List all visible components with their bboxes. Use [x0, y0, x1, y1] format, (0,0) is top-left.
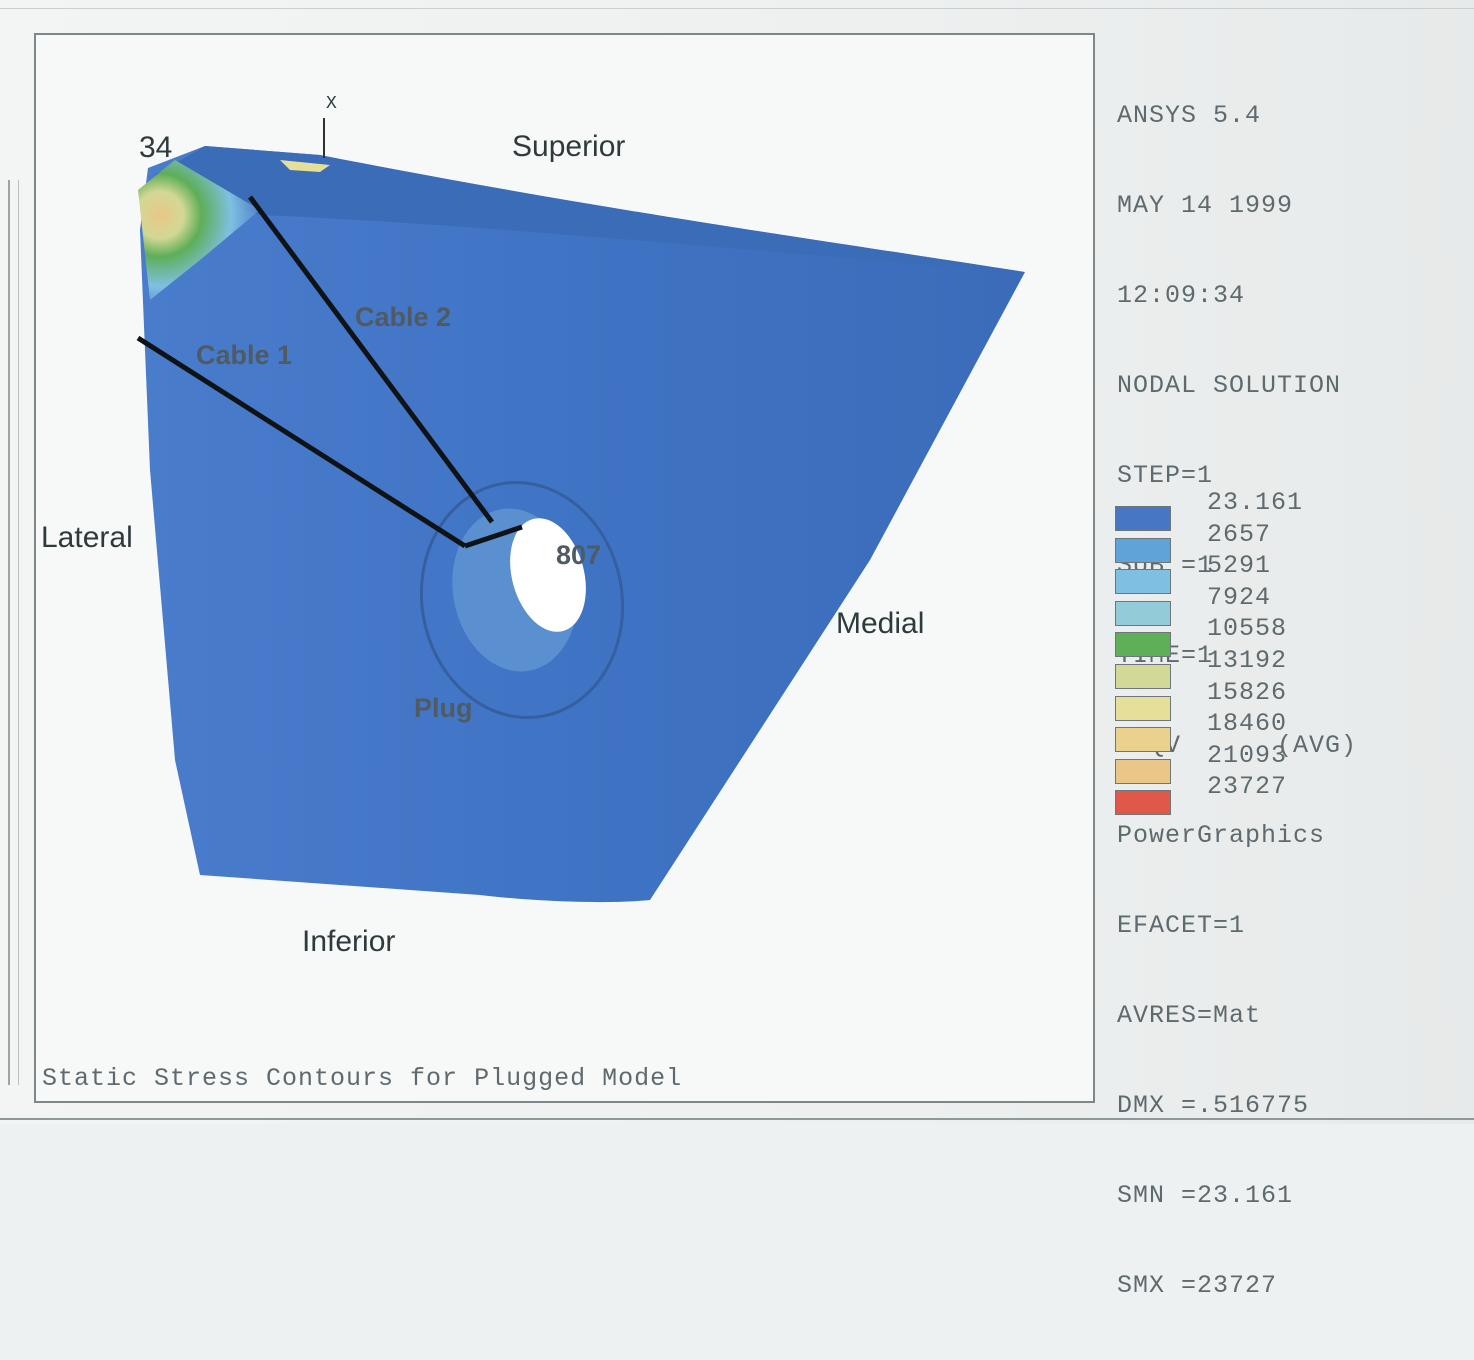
legend-value: 5291 — [1207, 551, 1272, 581]
top-rule — [0, 8, 1474, 9]
legend-value: 15826 — [1207, 677, 1288, 707]
label-superior: Superior — [512, 130, 626, 163]
legend-value: 23727 — [1207, 772, 1288, 802]
info-line: NODAL SOLUTION — [1117, 371, 1342, 400]
model-top-face — [155, 146, 1025, 272]
legend-swatch — [1115, 790, 1171, 816]
legend-swatch — [1115, 600, 1171, 626]
info-line: SMX =23727 — [1117, 1271, 1278, 1300]
model-body — [140, 146, 1025, 903]
label-node-34: 34 — [139, 131, 173, 164]
info-line: ANSYS 5.4 — [1117, 101, 1262, 130]
stress-hotspot — [138, 160, 260, 300]
legend-value: 18460 — [1207, 709, 1288, 739]
label-medial: Medial — [836, 607, 925, 640]
legend-value: 13192 — [1207, 645, 1288, 675]
info-line: STEP=1 — [1117, 461, 1214, 490]
info-line: PowerGraphics — [1117, 821, 1326, 850]
label-inferior: Inferior — [302, 925, 396, 958]
info-line: EFACET=1 — [1117, 911, 1246, 940]
cable-1-line — [136, 335, 467, 549]
legend-value: 23.161 — [1207, 488, 1304, 517]
plug-hole — [510, 518, 586, 632]
info-line: MAY 14 1999 — [1117, 191, 1294, 220]
figure-caption: Static Stress Contours for Plugged Model — [42, 1064, 683, 1093]
legend-value: 2657 — [1207, 519, 1272, 549]
legend-swatch — [1115, 663, 1171, 689]
info-line: AVRES=Mat — [1117, 1001, 1262, 1030]
info-line: SMN =23.161 — [1117, 1181, 1294, 1210]
legend-swatch — [1115, 727, 1171, 753]
legend-value: 10558 — [1207, 614, 1288, 644]
left-scan-edge — [8, 180, 19, 1085]
legend-value: 21093 — [1207, 740, 1288, 770]
legend-value: 7924 — [1207, 582, 1272, 612]
label-cable-2: Cable 2 — [355, 302, 452, 332]
label-node-807: 807 — [556, 540, 602, 570]
legend-swatch — [1115, 569, 1171, 595]
info-line: DMX =.516775 — [1117, 1091, 1310, 1120]
label-cable-1: Cable 1 — [196, 340, 293, 370]
cable-2-line — [247, 195, 495, 524]
info-line: 12:09:34 — [1117, 281, 1246, 310]
label-plug: Plug — [414, 693, 473, 723]
legend-swatch — [1115, 695, 1171, 721]
legend-swatch — [1115, 758, 1171, 784]
legend-swatch — [1115, 632, 1171, 658]
top-highlight — [280, 160, 330, 172]
legend-swatch — [1115, 537, 1171, 563]
cable-junction — [464, 524, 523, 549]
label-axis-x: X — [326, 94, 337, 114]
legend-swatch — [1115, 506, 1171, 531]
bottom-rule — [0, 1118, 1474, 1120]
scanned-page: Superior Lateral Medial Inferior 34 X Ca… — [0, 0, 1474, 1300]
fem-model-graphic — [136, 118, 1025, 903]
plug-ring — [419, 481, 625, 719]
label-lateral: Lateral — [41, 521, 133, 554]
